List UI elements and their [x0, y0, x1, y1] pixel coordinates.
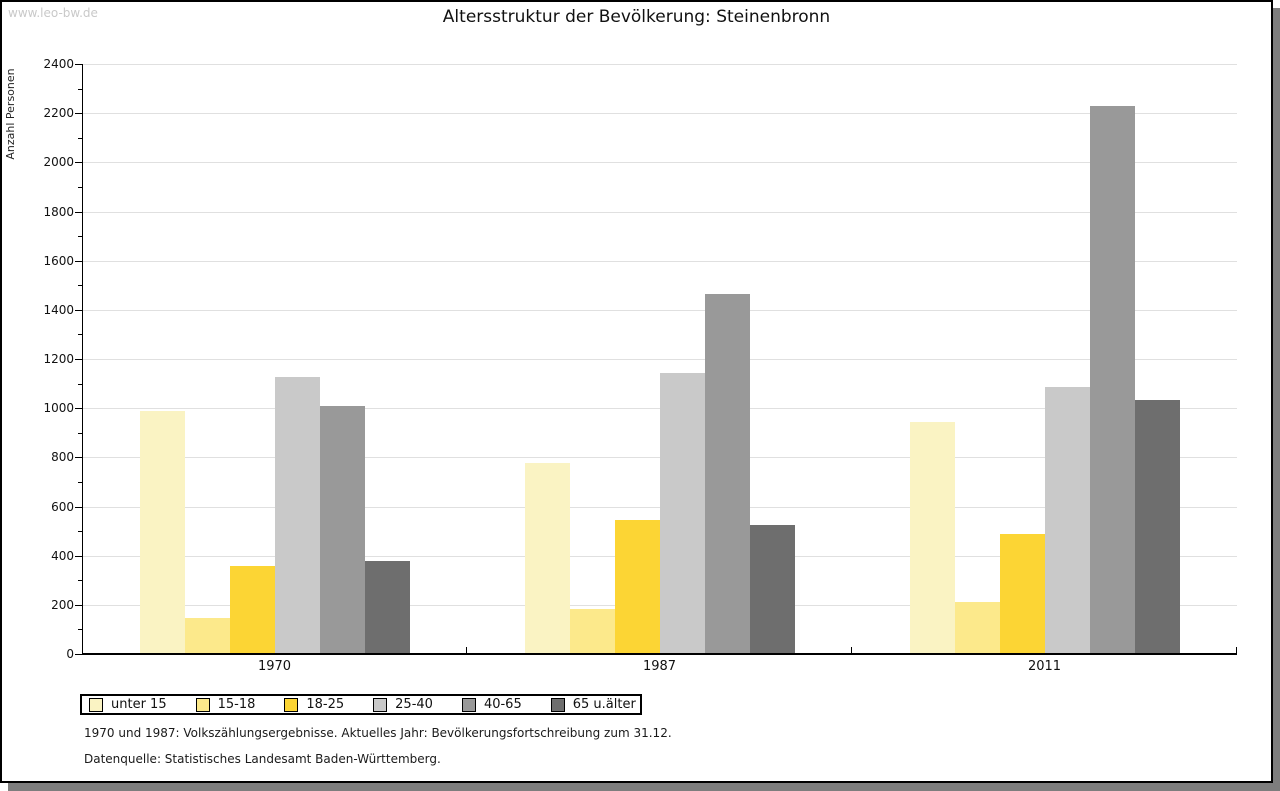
- footer-note: 1970 und 1987: Volkszählungsergebnisse. …: [84, 726, 672, 740]
- y-minor-tick-100: [78, 629, 82, 631]
- legend-swatch-icon: [373, 697, 388, 712]
- bar-unter-15-2011: [909, 421, 955, 654]
- y-major-tick-2000: [75, 162, 82, 164]
- legend-swatch-icon: [461, 697, 476, 712]
- y-major-tick-1400: [75, 309, 82, 311]
- panel-shadow-right: [1273, 8, 1280, 791]
- legend: unter 15 15-18 18-25 25-40 40-65 65 u.älter: [80, 694, 642, 715]
- y-minor-tick-1300: [78, 334, 82, 336]
- bar-25-40-2011: [1044, 387, 1090, 654]
- bar-65-u.älter-2011: [1134, 399, 1180, 654]
- bar-15-18-1970: [184, 618, 230, 654]
- y-minor-tick-1700: [78, 236, 82, 238]
- y-tick-label-200: 200: [51, 597, 74, 612]
- y-major-tick-1200: [75, 359, 82, 360]
- bar-18-25-1970: [229, 565, 275, 654]
- legend-label: unter 15: [111, 697, 167, 712]
- bar-unter-15-1987: [524, 463, 570, 654]
- legend-item-40-65: 40-65: [461, 697, 522, 712]
- legend-item-65-u.älter: 65 u.älter: [550, 697, 636, 712]
- y-tick-label-0: 0: [66, 647, 74, 661]
- legend-label: 65 u.älter: [572, 697, 636, 712]
- y-minor-tick-300: [78, 580, 82, 582]
- gridline-1200: [82, 359, 1237, 360]
- legend-item-25-40: 25-40: [373, 697, 433, 712]
- y-tick-label-600: 600: [51, 499, 74, 514]
- legend-label: 15-18: [217, 697, 256, 712]
- y-major-tick-600: [75, 506, 82, 508]
- y-major-tick-1000: [75, 408, 82, 410]
- legend-item-18-25: 18-25: [284, 697, 344, 712]
- legend-label: 18-25: [306, 697, 345, 712]
- gridline-2400: [82, 64, 1237, 65]
- y-minor-tick-1100: [78, 383, 82, 385]
- legend-swatch-icon: [284, 697, 299, 712]
- bar-25-40-1970: [274, 377, 320, 654]
- y-tick-label-1600: 1600: [43, 253, 74, 268]
- y-minor-tick-1900: [78, 186, 82, 188]
- y-minor-tick-2100: [78, 137, 82, 139]
- y-tick-label-400: 400: [51, 548, 74, 563]
- y-axis-label: Anzahl Personen: [4, 68, 17, 160]
- footer-source: Datenquelle: Statistisches Landesamt Bad…: [84, 752, 441, 766]
- x-category-label-1970: 1970: [257, 659, 292, 674]
- y-minor-tick-1500: [78, 285, 82, 287]
- bar-15-18-1987: [569, 608, 615, 654]
- panel-shadow-bottom: [8, 783, 1280, 791]
- gridline-1800: [82, 211, 1237, 213]
- y-major-tick-200: [75, 604, 82, 606]
- y-tick-label-2400: 2400: [43, 57, 74, 71]
- legend-swatch-icon: [550, 697, 565, 712]
- y-minor-tick-2300: [78, 88, 82, 90]
- y-major-tick-800: [75, 457, 82, 459]
- bar-40-65-1970: [319, 405, 365, 654]
- bar-unter-15-1970: [139, 410, 185, 654]
- gridline-2200: [82, 113, 1237, 115]
- bar-18-25-2011: [999, 533, 1045, 654]
- y-tick-label-1400: 1400: [43, 302, 74, 317]
- y-axis-line: [82, 64, 83, 655]
- legend-item-15-18: 15-18: [195, 697, 256, 712]
- y-minor-tick-900: [78, 432, 82, 434]
- x-category-label-2011: 2011: [1027, 659, 1062, 674]
- legend-swatch-icon: [195, 697, 210, 712]
- y-major-tick-0: [75, 654, 82, 655]
- y-major-tick-1600: [75, 260, 82, 262]
- x-boundary-tick-3: [1236, 647, 1237, 653]
- legend-item-unter-15: unter 15: [89, 697, 167, 712]
- gridline-1600: [82, 260, 1237, 262]
- y-tick-label-1200: 1200: [43, 352, 74, 366]
- y-tick-label-1000: 1000: [43, 401, 74, 416]
- chart-title: Altersstruktur der Bevölkerung: Steinenb…: [442, 7, 831, 27]
- y-tick-label-2200: 2200: [43, 106, 74, 121]
- bar-40-65-2011: [1089, 105, 1135, 654]
- y-major-tick-1800: [75, 211, 82, 213]
- y-tick-label-800: 800: [51, 450, 74, 465]
- y-tick-label-1800: 1800: [43, 204, 74, 219]
- x-category-label-1987: 1987: [642, 659, 677, 674]
- y-minor-tick-700: [78, 481, 82, 483]
- legend-swatch-icon: [89, 697, 103, 712]
- bar-40-65-1987: [704, 293, 750, 654]
- gridline-2000: [82, 162, 1237, 164]
- y-major-tick-2200: [75, 113, 82, 115]
- bar-25-40-1987: [659, 372, 705, 654]
- y-tick-label-2000: 2000: [43, 155, 74, 170]
- legend-label: 25-40: [395, 697, 433, 712]
- y-minor-tick-500: [78, 531, 82, 533]
- gridline-1400: [82, 309, 1237, 311]
- y-major-tick-2400: [75, 64, 82, 65]
- bar-15-18-2011: [954, 602, 1000, 654]
- x-boundary-tick-1: [466, 647, 467, 653]
- legend-label: 40-65: [483, 697, 522, 712]
- bar-65-u.älter-1987: [749, 524, 795, 654]
- bar-65-u.älter-1970: [364, 560, 410, 654]
- x-axis-line: [82, 653, 1237, 655]
- bar-18-25-1987: [614, 520, 660, 654]
- watermark-text: www.leo-bw.de: [8, 6, 98, 20]
- y-major-tick-400: [75, 555, 82, 557]
- x-boundary-tick-2: [851, 647, 852, 653]
